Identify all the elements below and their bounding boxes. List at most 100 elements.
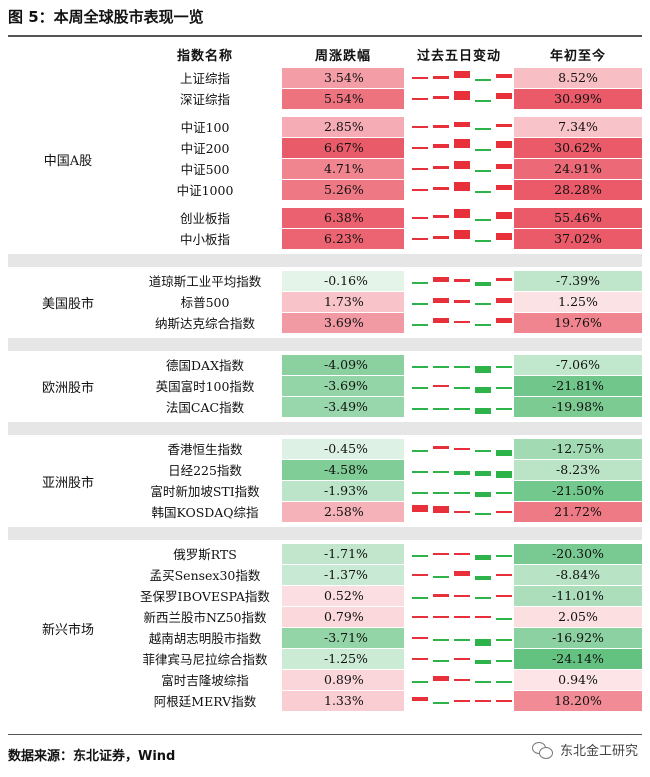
down-bar	[475, 680, 491, 683]
up-bar	[454, 320, 470, 324]
ytd-change-cell: -7.39%	[514, 271, 642, 291]
weekly-change-cell: -3.71%	[282, 628, 404, 648]
weekly-change-cell: 5.26%	[282, 180, 404, 200]
five-day-trend-bars	[404, 649, 514, 670]
up-bar	[454, 615, 470, 618]
down-bar	[475, 491, 491, 498]
up-bar	[454, 138, 470, 149]
up-bar	[454, 678, 470, 681]
five-day-trend-bars	[404, 565, 514, 586]
ytd-change-cell: -11.01%	[514, 586, 642, 606]
ytd-change-cell: 55.46%	[514, 208, 642, 228]
ytd-change-cell: -7.06%	[514, 355, 642, 375]
down-bar	[475, 169, 491, 172]
down-bar	[412, 491, 428, 494]
down-bar	[475, 470, 491, 476]
watermark-text: 东北金工研究	[559, 744, 638, 759]
down-bar	[475, 554, 491, 560]
down-bar	[496, 554, 512, 557]
up-bar	[433, 676, 449, 681]
index-name: 韩国KOSDAQ综指	[151, 505, 259, 520]
weekly-change-cell: -3.49%	[282, 397, 404, 417]
up-bar	[433, 235, 449, 240]
ytd-change-cell: -24.14%	[514, 649, 642, 669]
up-bar	[454, 594, 470, 597]
up-bar	[433, 125, 449, 128]
down-bar	[475, 190, 491, 193]
up-bar	[433, 594, 449, 597]
up-bar	[433, 96, 449, 100]
data-source-note: 数据来源：东北证券，Wind	[8, 749, 176, 764]
five-day-trend-bars	[404, 89, 514, 110]
five-day-trend-bars	[404, 502, 514, 523]
up-bar	[475, 699, 491, 702]
index-name: 圣保罗IBOVESPA指数	[140, 589, 270, 604]
index-name: 法国CAC指数	[165, 400, 245, 415]
weekly-change-cell: 1.73%	[282, 292, 404, 312]
down-bar	[475, 386, 491, 394]
up-bar	[412, 76, 428, 79]
wechat-icon	[531, 741, 554, 759]
index-name: 富时新加坡STI指数	[150, 484, 260, 499]
down-bar	[433, 659, 449, 662]
index-name: 道琼斯工业平均指数	[148, 274, 262, 289]
down-bar	[496, 491, 512, 494]
up-bar	[496, 211, 512, 219]
down-bar	[433, 470, 449, 474]
up-bar	[496, 594, 512, 597]
up-bar	[433, 298, 449, 303]
down-bar	[412, 680, 428, 683]
five-day-trend-bars	[404, 628, 514, 649]
up-bar	[412, 237, 428, 240]
weekly-change-cell: -4.09%	[282, 355, 404, 375]
up-bar	[454, 447, 470, 450]
ytd-change-cell: 8.52%	[514, 68, 642, 88]
up-bar	[496, 232, 512, 240]
weekly-change-cell: 3.54%	[282, 68, 404, 88]
five-day-trend-bars	[404, 376, 514, 397]
down-bar	[475, 596, 491, 599]
ytd-change-cell: -19.98%	[514, 397, 642, 417]
index-name: 新西兰股市NZ50指数	[143, 610, 267, 625]
ytd-change-cell: -21.81%	[514, 376, 642, 396]
down-bar	[433, 491, 449, 494]
down-bar	[412, 554, 428, 557]
index-name: 深证综指	[179, 92, 230, 107]
five-day-trend-bars	[404, 138, 514, 159]
ytd-change-cell: 7.34%	[514, 117, 642, 137]
five-day-trend-bars	[404, 607, 514, 628]
weekly-change-cell: -1.93%	[282, 481, 404, 501]
down-bar	[496, 470, 512, 478]
down-bar	[475, 323, 491, 326]
down-bar	[454, 386, 470, 389]
down-bar	[475, 512, 491, 515]
ytd-change-cell: 19.76%	[514, 313, 642, 333]
weekly-change-cell: 0.79%	[282, 607, 404, 627]
ytd-change-cell: 30.62%	[514, 138, 642, 158]
ytd-change-cell: -8.84%	[514, 565, 642, 585]
down-bar	[496, 638, 512, 641]
down-bar	[496, 365, 512, 368]
ytd-change-cell: 2.05%	[514, 607, 642, 627]
five-day-trend-bars	[404, 292, 514, 313]
up-bar	[454, 510, 470, 513]
up-bar	[496, 510, 512, 513]
down-bar	[454, 407, 470, 410]
five-day-trend-bars	[404, 397, 514, 418]
weekly-change-cell: 3.69%	[282, 313, 404, 333]
index-name: 中证500	[180, 162, 230, 177]
index-name: 中证100	[180, 120, 230, 135]
down-bar	[475, 407, 491, 415]
up-bar	[412, 573, 428, 576]
down-bar	[475, 449, 491, 452]
down-bar	[433, 701, 449, 704]
five-day-trend-bars	[404, 117, 514, 138]
five-day-trend-bars	[404, 313, 514, 334]
weekly-change-cell: -4.58%	[282, 460, 404, 480]
header-ytd: 年初至今	[549, 48, 606, 64]
down-bar	[475, 575, 491, 580]
up-bar	[433, 76, 449, 79]
five-day-trend-bars	[404, 439, 514, 460]
group-label: 美国股市	[41, 297, 94, 312]
weekly-change-cell: 4.71%	[282, 159, 404, 179]
